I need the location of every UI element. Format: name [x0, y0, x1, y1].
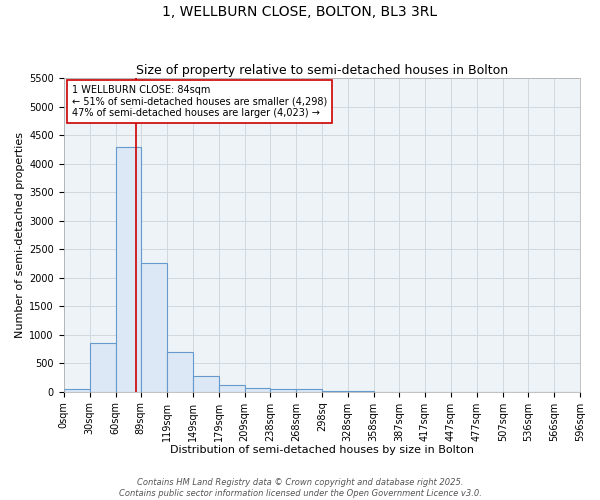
Y-axis label: Number of semi-detached properties: Number of semi-detached properties [15, 132, 25, 338]
Text: Contains HM Land Registry data © Crown copyright and database right 2025.
Contai: Contains HM Land Registry data © Crown c… [119, 478, 481, 498]
Bar [193, 376, 219, 392]
Bar [270, 388, 296, 392]
Bar [219, 385, 245, 392]
Title: Size of property relative to semi-detached houses in Bolton: Size of property relative to semi-detach… [136, 64, 508, 77]
Bar [141, 264, 167, 392]
Bar [89, 344, 116, 392]
Text: 1 WELLBURN CLOSE: 84sqm
← 51% of semi-detached houses are smaller (4,298)
47% of: 1 WELLBURN CLOSE: 84sqm ← 51% of semi-de… [73, 85, 328, 118]
Bar [167, 352, 193, 392]
Bar [64, 389, 89, 392]
Bar [245, 388, 270, 392]
X-axis label: Distribution of semi-detached houses by size in Bolton: Distribution of semi-detached houses by … [170, 445, 474, 455]
Text: 1, WELLBURN CLOSE, BOLTON, BL3 3RL: 1, WELLBURN CLOSE, BOLTON, BL3 3RL [163, 5, 437, 19]
Bar [116, 146, 141, 392]
Bar [322, 391, 348, 392]
Bar [296, 390, 322, 392]
